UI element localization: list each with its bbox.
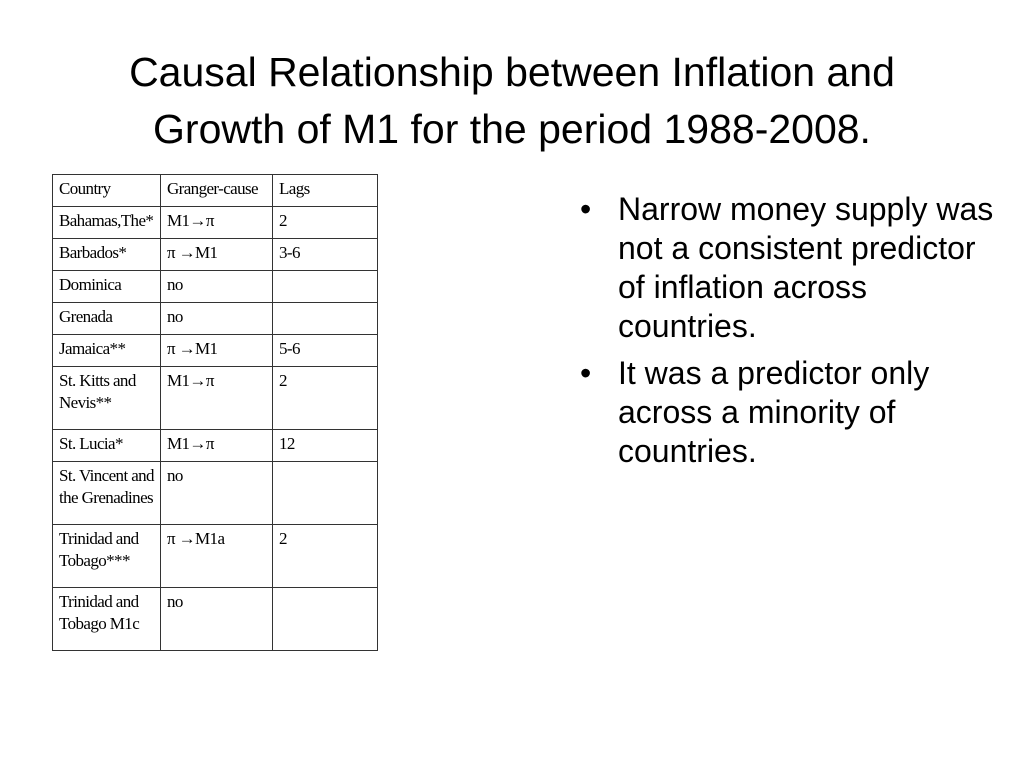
country-name: Grenada	[59, 307, 113, 326]
slide-title: Causal Relationship between Inflation an…	[40, 44, 984, 158]
country-name-line-2: Nevis**	[59, 393, 112, 412]
bullet-dot-icon: •	[580, 191, 592, 227]
country-cell: Trinidad and Tobago M1c	[52, 587, 161, 651]
bullet-text: It was a predictor only across a minorit…	[618, 355, 930, 469]
country-name-line-2: the Grenadines	[59, 488, 154, 507]
header-granger-cause: Granger-cause	[160, 174, 273, 207]
title-line-1: Causal Relationship between Inflation an…	[129, 49, 895, 95]
table-row: Trinidad and Tobago M1c no	[52, 587, 378, 651]
country-name: Bahamas,The*	[59, 211, 154, 230]
country-cell: Barbados*	[52, 238, 161, 271]
cause-cell: no	[160, 587, 273, 651]
country-cell: Jamaica**	[52, 334, 161, 367]
country-name: Dominica	[59, 275, 122, 294]
table-row: Bahamas,The* M1→π 2	[52, 206, 378, 239]
cause-cell: M1→π	[160, 429, 273, 462]
table-row: St. Vincent and the Grenadines no	[52, 461, 378, 525]
title-line-2: Growth of M1 for the period 1988-2008.	[153, 106, 871, 152]
country-cell: Dominica	[52, 270, 161, 303]
country-cell: Bahamas,The*	[52, 206, 161, 239]
lags-cell: 2	[272, 206, 378, 239]
granger-causality-table: Country Granger-cause Lags Bahamas,The* …	[52, 174, 378, 651]
bullet-list: • Narrow money supply was not a consiste…	[580, 190, 1000, 479]
lags-cell	[272, 302, 378, 335]
table-row: Grenada no	[52, 302, 378, 335]
bullet-dot-icon: •	[580, 355, 592, 391]
bullet-text: Narrow money supply was not a consistent…	[618, 191, 994, 344]
lags-cell: 12	[272, 429, 378, 462]
country-name-line-1: St. Vincent and	[59, 466, 155, 485]
table-header-row: Country Granger-cause Lags	[52, 174, 378, 207]
cause-cell: no	[160, 270, 273, 303]
country-name: Barbados*	[59, 243, 127, 262]
lags-cell	[272, 587, 378, 651]
table-row: Trinidad and Tobago*** π →M1a 2	[52, 524, 378, 588]
cause-cell: π →M1a	[160, 524, 273, 588]
table-row: Barbados* π →M1 3-6	[52, 238, 378, 271]
country-cell: St. Vincent and the Grenadines	[52, 461, 161, 525]
table-row: Jamaica** π →M1 5-6	[52, 334, 378, 367]
bullet-item: • It was a predictor only across a minor…	[580, 354, 1000, 471]
lags-cell: 2	[272, 524, 378, 588]
bullet-item: • Narrow money supply was not a consiste…	[580, 190, 1000, 346]
cause-cell: π →M1	[160, 238, 273, 271]
country-cell: Trinidad and Tobago***	[52, 524, 161, 588]
country-name: St. Lucia*	[59, 434, 123, 453]
country-cell: St. Lucia*	[52, 429, 161, 462]
country-name-line-1: Trinidad and	[59, 529, 139, 548]
table-row: Dominica no	[52, 270, 378, 303]
cause-cell: no	[160, 302, 273, 335]
cause-cell: no	[160, 461, 273, 525]
country-cell: St. Kitts and Nevis**	[52, 366, 161, 430]
country-name-line-2: Tobago***	[59, 551, 130, 570]
cause-cell: M1→π	[160, 206, 273, 239]
cause-cell: π →M1	[160, 334, 273, 367]
lags-cell: 3-6	[272, 238, 378, 271]
lags-cell: 2	[272, 366, 378, 430]
country-name: Jamaica**	[59, 339, 126, 358]
header-country: Country	[52, 174, 161, 207]
table-row: St. Lucia* M1→π 12	[52, 429, 378, 462]
country-name-line-1: St. Kitts and	[59, 371, 136, 390]
country-name-line-2: Tobago M1c	[59, 614, 140, 633]
cause-cell: M1→π	[160, 366, 273, 430]
lags-cell: 5-6	[272, 334, 378, 367]
header-lags: Lags	[272, 174, 378, 207]
table-row: St. Kitts and Nevis** M1→π 2	[52, 366, 378, 430]
country-name-line-1: Trinidad and	[59, 592, 139, 611]
country-cell: Grenada	[52, 302, 161, 335]
lags-cell	[272, 270, 378, 303]
lags-cell	[272, 461, 378, 525]
